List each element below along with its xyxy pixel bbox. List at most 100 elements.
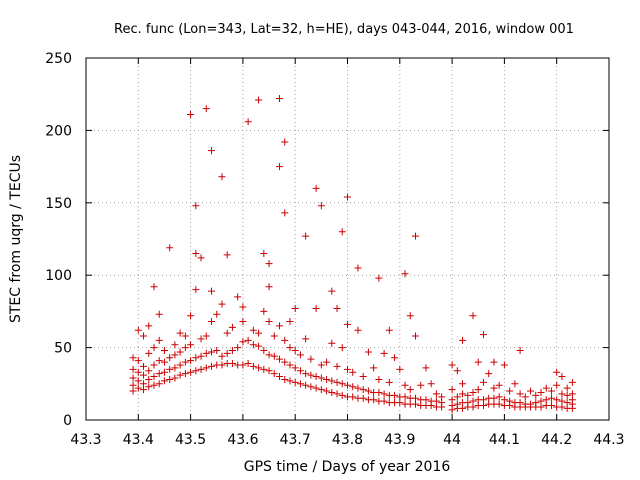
data-point [155,336,163,344]
data-point [406,312,414,320]
data-point [160,377,168,385]
data-point [307,355,315,363]
data-point [385,326,393,334]
data-point [286,344,294,352]
data-point [202,332,210,340]
data-point [213,346,221,354]
data-point [155,310,163,318]
data-point [291,305,299,313]
x-tick-label: 43.7 [280,432,311,448]
data-point [391,391,399,399]
data-point [260,346,268,354]
data-point [479,396,487,404]
data-point [286,377,294,385]
data-point [160,368,168,376]
data-point [537,388,545,396]
y-tick-label: 50 [54,341,72,357]
x-tick-label: 43.6 [227,432,258,448]
data-point [302,381,310,389]
data-point [129,374,137,382]
data-point [202,105,210,113]
data-point [192,367,200,375]
data-point [265,260,273,268]
data-point [453,393,461,401]
data-point [516,346,524,354]
data-point [166,354,174,362]
data-point [228,360,236,368]
data-point [459,390,467,398]
data-point [302,370,310,378]
data-point [234,344,242,352]
data-point [140,371,148,379]
data-point [218,352,226,360]
data-point [558,397,566,405]
data-point [286,318,294,326]
data-point [276,322,284,330]
x-tick-label: 43.4 [123,432,154,448]
data-point [323,358,331,366]
data-point [349,393,357,401]
data-point [296,367,304,375]
data-point [375,274,383,282]
data-point [527,387,535,395]
data-point [427,380,435,388]
data-point [187,368,195,376]
data-point [134,377,142,385]
data-point [239,361,247,369]
data-point [558,373,566,381]
data-point [145,349,153,357]
data-point [380,397,388,405]
data-point [422,396,430,404]
data-point [255,364,263,372]
data-point [265,367,273,375]
data-point [448,361,456,369]
data-point [448,386,456,394]
data-point [312,305,320,313]
data-point [495,400,503,408]
data-point [532,391,540,399]
data-point [385,378,393,386]
data-point [396,365,404,373]
data-point [260,365,268,373]
data-point [218,361,226,369]
data-point [192,249,200,257]
x-tick-label: 44 [443,432,461,448]
data-point [563,391,571,399]
data-point [354,326,362,334]
data-point [228,323,236,331]
data-point [537,397,545,405]
data-point [307,383,315,391]
data-point [197,352,205,360]
data-point [270,370,278,378]
x-tick-label: 43.9 [384,432,415,448]
data-point [213,310,221,318]
data-point [197,254,205,262]
data-point [176,329,184,337]
data-point [145,375,153,383]
data-point [228,346,236,354]
data-point [317,386,325,394]
data-point [208,318,216,326]
data-point [563,399,571,407]
x-tick-label: 43.5 [175,432,206,448]
x-tick-label: 44.2 [541,432,572,448]
data-point [166,375,174,383]
data-point [244,118,252,126]
data-point [276,95,284,103]
data-point [448,396,456,404]
data-point [234,293,242,301]
data-point [181,358,189,366]
data-point [218,300,226,308]
data-point [208,287,216,295]
data-point [276,373,284,381]
grid [86,58,609,420]
data-point [312,373,320,381]
chart-title: Rec. func (Lon=343, Lat=32, h=HE), days … [114,22,574,37]
data-point [208,348,216,356]
data-point [181,370,189,378]
data-point [474,358,482,366]
data-point [181,344,189,352]
data-point [432,390,440,398]
data-point [223,329,231,337]
data-point [281,375,289,383]
